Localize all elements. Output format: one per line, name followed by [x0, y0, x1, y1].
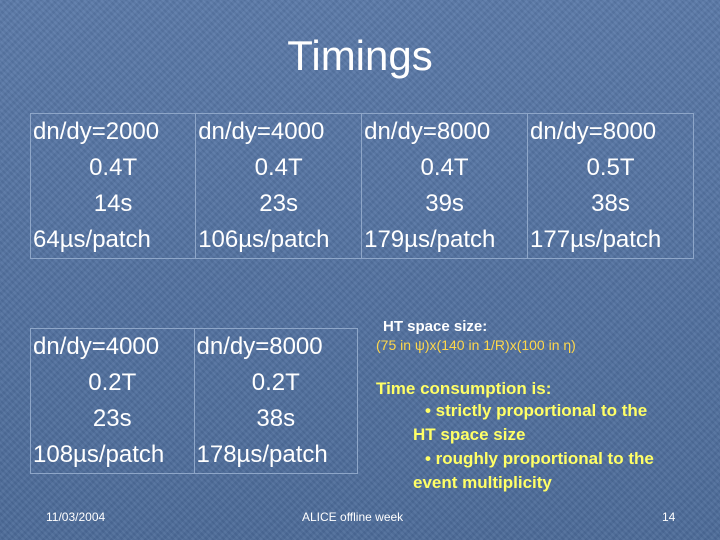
cell-per-patch: 178µs/patch: [196, 441, 328, 468]
bullet-strictly-proportional: • strictly proportional to the HT space …: [413, 399, 708, 447]
cell-time: 23s: [259, 190, 298, 217]
timing-cell: dn/dy=4000 0.4T 23s 106µs/patch: [195, 113, 363, 259]
ht-space-detail: (75 in ψ)x(140 in 1/R)x(100 in η): [376, 337, 576, 353]
timing-cell: dn/dy=4000 0.2T 23s 108µs/patch: [30, 328, 195, 474]
timing-table-bottom: dn/dy=4000 0.2T 23s 108µs/patch dn/dy=80…: [30, 328, 358, 474]
bullet-line: • strictly proportional to the: [425, 401, 648, 420]
cell-multiplicity: dn/dy=2000: [33, 118, 160, 145]
notes-panel: HT space size: (75 in ψ)x(140 in 1/R)x(1…: [373, 318, 708, 495]
bullet-line-cont: event multiplicity: [413, 473, 552, 492]
cell-multiplicity: dn/dy=8000: [364, 118, 491, 145]
ht-space-title: HT space size:: [383, 318, 488, 335]
footer-page-number: 14: [662, 510, 676, 524]
cell-multiplicity: dn/dy=8000: [530, 118, 657, 145]
time-consumption-title: Time consumption is:: [376, 379, 552, 398]
footer-date: 11/03/2004: [46, 510, 106, 524]
cell-time: 38s: [256, 405, 296, 432]
cell-multiplicity: dn/dy=8000: [196, 333, 323, 360]
cell-field: 0.4T: [254, 154, 303, 181]
timing-cell: dn/dy=8000 0.2T 38s 178µs/patch: [193, 328, 358, 474]
timing-cell: dn/dy=2000 0.4T 14s 64µs/patch: [29, 113, 197, 259]
timing-cell: dn/dy=8000 0.4T 39s 179µs/patch: [361, 113, 529, 259]
cell-field: 0.2T: [251, 369, 300, 396]
cell-time: 38s: [591, 190, 630, 217]
footer-event: ALICE offline week: [302, 510, 404, 524]
cell-field: 0.2T: [88, 369, 137, 396]
cell-multiplicity: dn/dy=4000: [198, 118, 325, 145]
slide-title: Timings: [287, 32, 433, 79]
cell-time: 14s: [93, 190, 133, 217]
cell-per-patch: 64µs/patch: [33, 226, 151, 253]
cell-multiplicity: dn/dy=4000: [33, 333, 160, 360]
cell-per-patch: 177µs/patch: [530, 226, 662, 253]
cell-per-patch: 179µs/patch: [364, 226, 496, 253]
cell-time: 23s: [92, 405, 132, 432]
cell-per-patch: 106µs/patch: [198, 226, 330, 253]
cell-field: 0.5T: [586, 154, 635, 181]
bullet-line-cont: HT space size: [413, 425, 526, 444]
timing-cell: dn/dy=8000 0.5T 38s 177µs/patch: [527, 113, 694, 259]
timing-table-top: dn/dy=2000 0.4T 14s 64µs/patch dn/dy=400…: [29, 113, 694, 259]
cell-time: 39s: [425, 190, 464, 217]
bullet-line: • roughly proportional to the: [425, 449, 654, 468]
cell-field: 0.4T: [89, 154, 138, 181]
cell-field: 0.4T: [420, 154, 469, 181]
cell-per-patch: 108µs/patch: [33, 441, 165, 468]
bullet-roughly-proportional: • roughly proportional to the event mult…: [413, 447, 708, 495]
